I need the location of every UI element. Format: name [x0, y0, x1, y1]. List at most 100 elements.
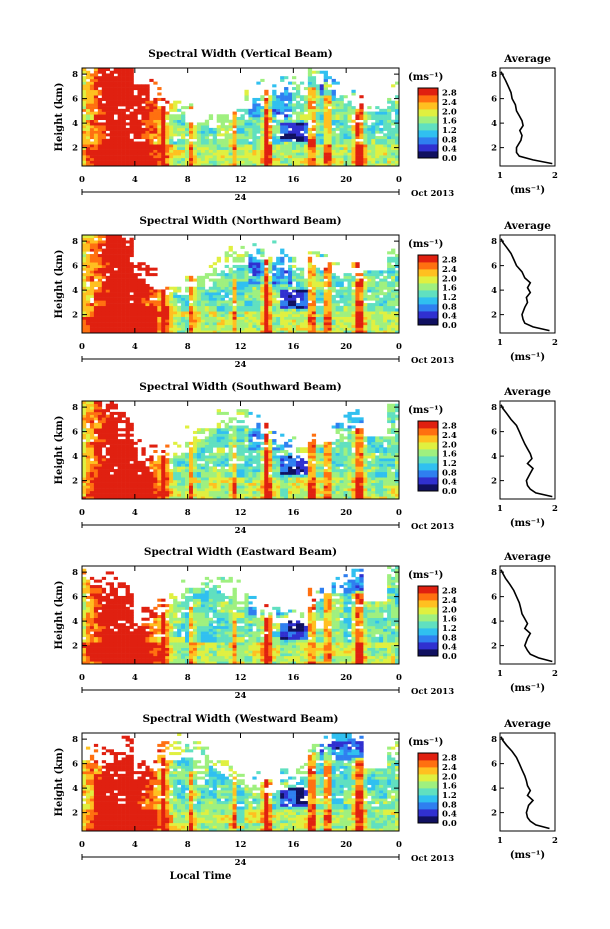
heatmap-cell — [93, 100, 99, 104]
heatmap-cell — [196, 463, 202, 467]
heatmap-cell — [129, 144, 134, 148]
heatmap-cell — [212, 130, 218, 134]
heatmap-cell — [82, 490, 87, 494]
heatmap-cell — [295, 127, 301, 131]
heatmap-cell — [315, 319, 321, 323]
heatmap-cell — [121, 141, 126, 145]
heatmap-cell — [121, 136, 126, 140]
heatmap-cell — [192, 482, 198, 486]
heatmap-cell — [133, 114, 138, 118]
heatmap-cell — [391, 163, 396, 167]
heatmap-cell — [101, 240, 107, 244]
heatmap-cell — [173, 471, 178, 475]
heatmap-cell — [117, 420, 122, 424]
heatmap-cell — [117, 251, 122, 255]
heatmap-cell — [343, 286, 348, 290]
heatmap-cell — [89, 455, 95, 459]
heatmap-cell — [89, 267, 95, 271]
heatmap-cell — [97, 406, 103, 410]
heatmap-cell — [311, 300, 317, 304]
heatmap-cell — [105, 152, 111, 156]
heatmap-cell — [343, 313, 348, 317]
heatmap-cell — [129, 477, 134, 481]
heatmap-cell — [196, 160, 202, 164]
heatmap-cell — [339, 108, 344, 112]
heatmap-cell — [97, 479, 103, 483]
heatmap-cell — [157, 108, 162, 112]
heatmap-cell — [363, 146, 368, 150]
heatmap-cell — [311, 136, 317, 140]
heatmap-cell — [327, 294, 332, 298]
heatmap-cell — [105, 403, 111, 407]
heatmap-cell — [395, 327, 400, 331]
heatmap-cell — [177, 493, 182, 497]
heatmap-cell — [299, 127, 305, 131]
heatmap-cell — [117, 70, 122, 74]
heatmap-cell — [145, 136, 150, 140]
heatmap-cell — [169, 482, 174, 486]
heatmap-cell — [327, 97, 332, 101]
heatmap-cell — [212, 493, 218, 497]
colorbar-swatch — [418, 304, 438, 312]
heatmap-cell — [359, 311, 364, 315]
heatmap-cell — [105, 100, 111, 104]
heatmap-cell — [161, 294, 166, 298]
heatmap-cell — [188, 452, 194, 456]
heatmap-cell — [85, 469, 91, 473]
heatmap-cell — [280, 303, 285, 307]
heatmap-cell — [121, 458, 126, 462]
heatmap-cell — [165, 463, 170, 467]
heatmap-cell — [220, 152, 225, 156]
heatmap-cell — [248, 327, 253, 331]
heatmap-cell — [323, 305, 328, 309]
heatmap-cell — [375, 322, 380, 326]
heatmap-cell — [280, 76, 285, 80]
heatmap-cell — [105, 479, 111, 483]
heatmap-cell — [272, 262, 277, 266]
heatmap-cell — [97, 469, 103, 473]
heatmap-cell — [145, 308, 150, 312]
heatmap-cell — [220, 493, 225, 497]
heatmap-cell — [169, 122, 174, 126]
heatmap-cell — [89, 133, 95, 137]
heatmap-cell — [375, 311, 380, 315]
heatmap-cell — [85, 100, 91, 104]
heatmap-cell — [121, 411, 126, 415]
heatmap-cell — [85, 117, 91, 121]
heatmap-cell — [97, 482, 103, 486]
colorbar-swatch — [418, 95, 438, 103]
heatmap-cell — [117, 119, 122, 123]
heatmap-cell — [299, 289, 305, 293]
heatmap-cell — [157, 303, 162, 307]
heatmap-cell — [204, 303, 210, 307]
heatmap-cell — [177, 482, 182, 486]
heatmap-cell — [216, 450, 221, 454]
heatmap-cell — [101, 97, 107, 101]
heatmap-cell — [220, 455, 225, 459]
heatmap-cell — [121, 95, 126, 99]
heatmap-cell — [105, 417, 111, 421]
heatmap-cell — [137, 160, 142, 164]
heatmap-cell — [153, 308, 158, 312]
heatmap-cell — [264, 149, 269, 153]
heatmap-cell — [311, 108, 317, 112]
heatmap-cell — [204, 275, 210, 279]
x-tick-label: 0 — [396, 175, 402, 185]
heatmap-cell — [208, 155, 214, 159]
heatmap-cell — [335, 300, 340, 304]
heatmap-cell — [208, 130, 214, 134]
heatmap-cell — [232, 259, 237, 263]
heatmap-cell — [272, 136, 277, 140]
heatmap-cell — [395, 308, 400, 312]
heatmap-cell — [295, 152, 301, 156]
heatmap-cell — [359, 127, 364, 131]
heatmap-cell — [244, 319, 249, 323]
heatmap-cell — [236, 160, 241, 164]
heatmap-cell — [89, 254, 95, 258]
heatmap-cell — [212, 149, 218, 153]
heatmap-cell — [153, 485, 158, 489]
heatmap-cell — [375, 289, 380, 293]
heatmap-cell — [335, 313, 340, 317]
heatmap-cell — [256, 149, 261, 153]
heatmap-cell — [276, 155, 281, 159]
